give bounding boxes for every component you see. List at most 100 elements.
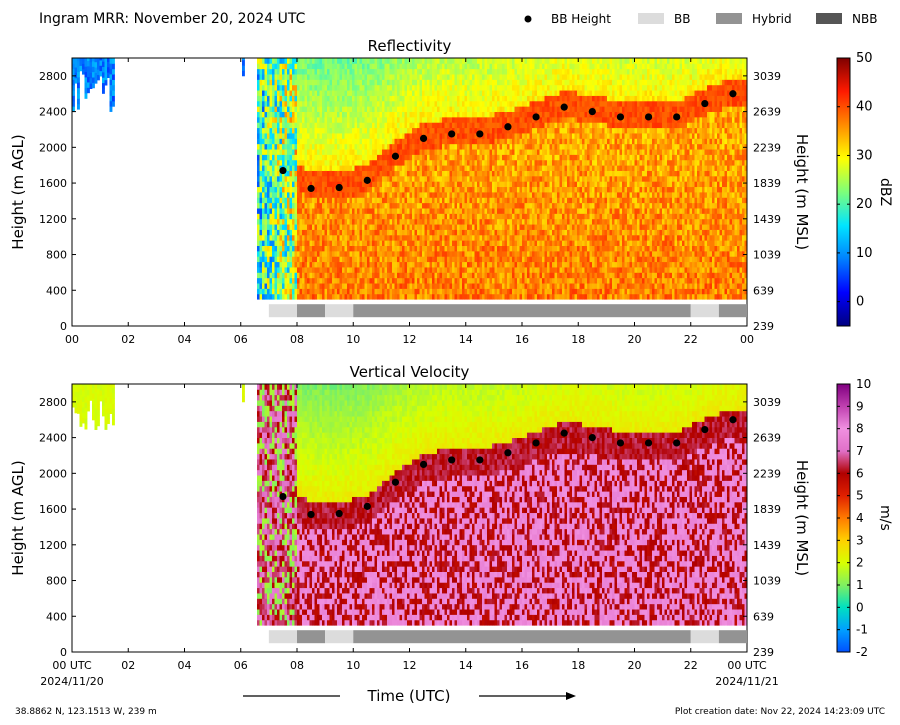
x-tick-label: 14: [459, 333, 473, 346]
bb-type-segment-bb: [268, 304, 297, 318]
colorbar-tick-label: 6: [856, 466, 864, 480]
bb-height-point: [307, 184, 315, 193]
y-tick-label-right: 2239: [753, 467, 781, 480]
bb-height-point: [644, 439, 653, 447]
y-tick-label: 400: [46, 610, 67, 623]
y-tick-label-right: 1439: [753, 213, 781, 226]
y-tick-label-right: 3039: [753, 396, 781, 409]
x-tick-label: 08: [290, 659, 304, 672]
bb-height-point: [701, 425, 709, 434]
bb-height-point: [419, 460, 428, 468]
x-tick-label: 00: [740, 333, 754, 346]
y-tick-label: 2400: [39, 432, 67, 445]
bb-type-segment-bb: [268, 630, 297, 644]
y-tick-label: 800: [46, 249, 67, 262]
colorbar-label: dBZ: [877, 178, 893, 206]
bb-height-point: [532, 113, 540, 121]
y-tick-label-right: 239: [753, 320, 774, 333]
y-tick-label: 1200: [39, 539, 67, 552]
x-tick-label: 16: [515, 333, 529, 346]
bb-height-point: [307, 510, 315, 519]
bb-type-segment-hybrid: [297, 304, 326, 318]
legend-label-bb: BB: [674, 12, 690, 26]
y-axis-label-right: Height (m MSL): [793, 460, 811, 576]
legend-label-hybrid: Hybrid: [752, 12, 792, 26]
x-tick-label: 00 UTC: [727, 659, 767, 672]
colorbar-tick-label: 0: [856, 295, 864, 310]
y-tick-label-right: 2639: [753, 106, 781, 119]
bb-height-point: [673, 439, 681, 447]
bb-height-point: [391, 152, 400, 160]
x-tick-label: 00: [65, 333, 79, 346]
colorbar-tick-label: -1: [856, 623, 868, 637]
bb-height-point: [588, 108, 596, 116]
y-tick-label-right: 639: [753, 284, 774, 297]
x-tick-label: 10: [346, 659, 360, 672]
x-tick-label: 16: [515, 659, 529, 672]
x-tick-label: 10: [346, 333, 360, 346]
y-tick-label: 2000: [39, 141, 67, 154]
bb-type-segment-hybrid: [353, 304, 691, 318]
colorbar-tick-label: 0: [856, 600, 864, 614]
bb-type-segment-hybrid: [353, 630, 691, 644]
colorbar-label: m/s: [877, 505, 893, 531]
y-tick-label-right: 1439: [753, 539, 781, 552]
x-date-right: 2024/11/21: [715, 675, 778, 688]
x-tick-label: 06: [234, 659, 248, 672]
bb-height-point: [560, 429, 568, 437]
bb-height-point: [616, 439, 625, 447]
bb-type-segment-bb: [325, 630, 354, 644]
location-text: 38.8862 N, 123.1513 W, 239 m: [15, 707, 157, 717]
x-tick-label: 18: [571, 659, 585, 672]
y-tick-label: 0: [60, 320, 67, 333]
bb-type-segment-bb: [325, 304, 354, 318]
x-tick-label: 22: [684, 333, 698, 346]
x-tick-label: 04: [178, 659, 192, 672]
bb-type-segment-hybrid: [718, 304, 747, 318]
y-tick-label: 2000: [39, 467, 67, 480]
x-tick-label: 14: [459, 659, 473, 672]
bb-type-segment-hybrid: [297, 630, 326, 644]
x-tick-label: 12: [403, 333, 417, 346]
bb-height-point: [476, 130, 484, 138]
y-tick-label: 2800: [39, 396, 67, 409]
y-tick-label-right: 239: [753, 646, 774, 659]
bb-height-point: [560, 103, 568, 111]
x-tick-label: 08: [290, 333, 304, 346]
y-tick-label: 1600: [39, 177, 67, 190]
y-axis-label: Height (m AGL): [9, 460, 27, 575]
bb-height-point: [363, 502, 371, 510]
x-axis-label: Time (UTC): [367, 687, 451, 705]
x-tick-label: 18: [571, 333, 585, 346]
y-tick-label-right: 1039: [753, 575, 781, 588]
heatmap-field: [72, 58, 747, 300]
bb-height-point: [673, 113, 681, 121]
legend-swatch-bb: [638, 13, 664, 24]
bb-height-point: [532, 439, 540, 447]
colorbar-tick-label: 9: [856, 399, 864, 413]
bb-height-point: [616, 113, 625, 121]
x-tick-label: 20: [628, 333, 642, 346]
bb-height-point: [279, 492, 287, 501]
figure-title: Ingram MRR: November 20, 2024 UTC: [39, 11, 306, 27]
y-tick-label-right: 2239: [753, 141, 781, 154]
x-tick-label: 02: [121, 659, 135, 672]
colorbar-tick-label: 1: [856, 578, 864, 592]
y-tick-label-right: 3039: [753, 70, 781, 83]
plot-title: Vertical Velocity: [350, 363, 470, 381]
bb-height-point: [335, 509, 343, 518]
x-tick-label: 00 UTC: [52, 659, 92, 672]
bb-height-point: [391, 478, 400, 486]
bb-type-segment-hybrid: [718, 630, 747, 644]
x-tick-label: 06: [234, 333, 248, 346]
colorbar-tick-label: 7: [856, 444, 864, 458]
x-tick-label: 04: [178, 333, 192, 346]
colorbar-tick-label: 50: [856, 51, 873, 66]
colorbar-tick-label: 2: [856, 556, 864, 570]
y-tick-label-right: 2639: [753, 432, 781, 445]
y-tick-label-right: 1839: [753, 503, 781, 516]
colorbar-tick-label: 8: [856, 422, 864, 436]
y-tick-label-right: 1839: [753, 177, 781, 190]
colorbar-tick-label: 20: [856, 197, 873, 212]
